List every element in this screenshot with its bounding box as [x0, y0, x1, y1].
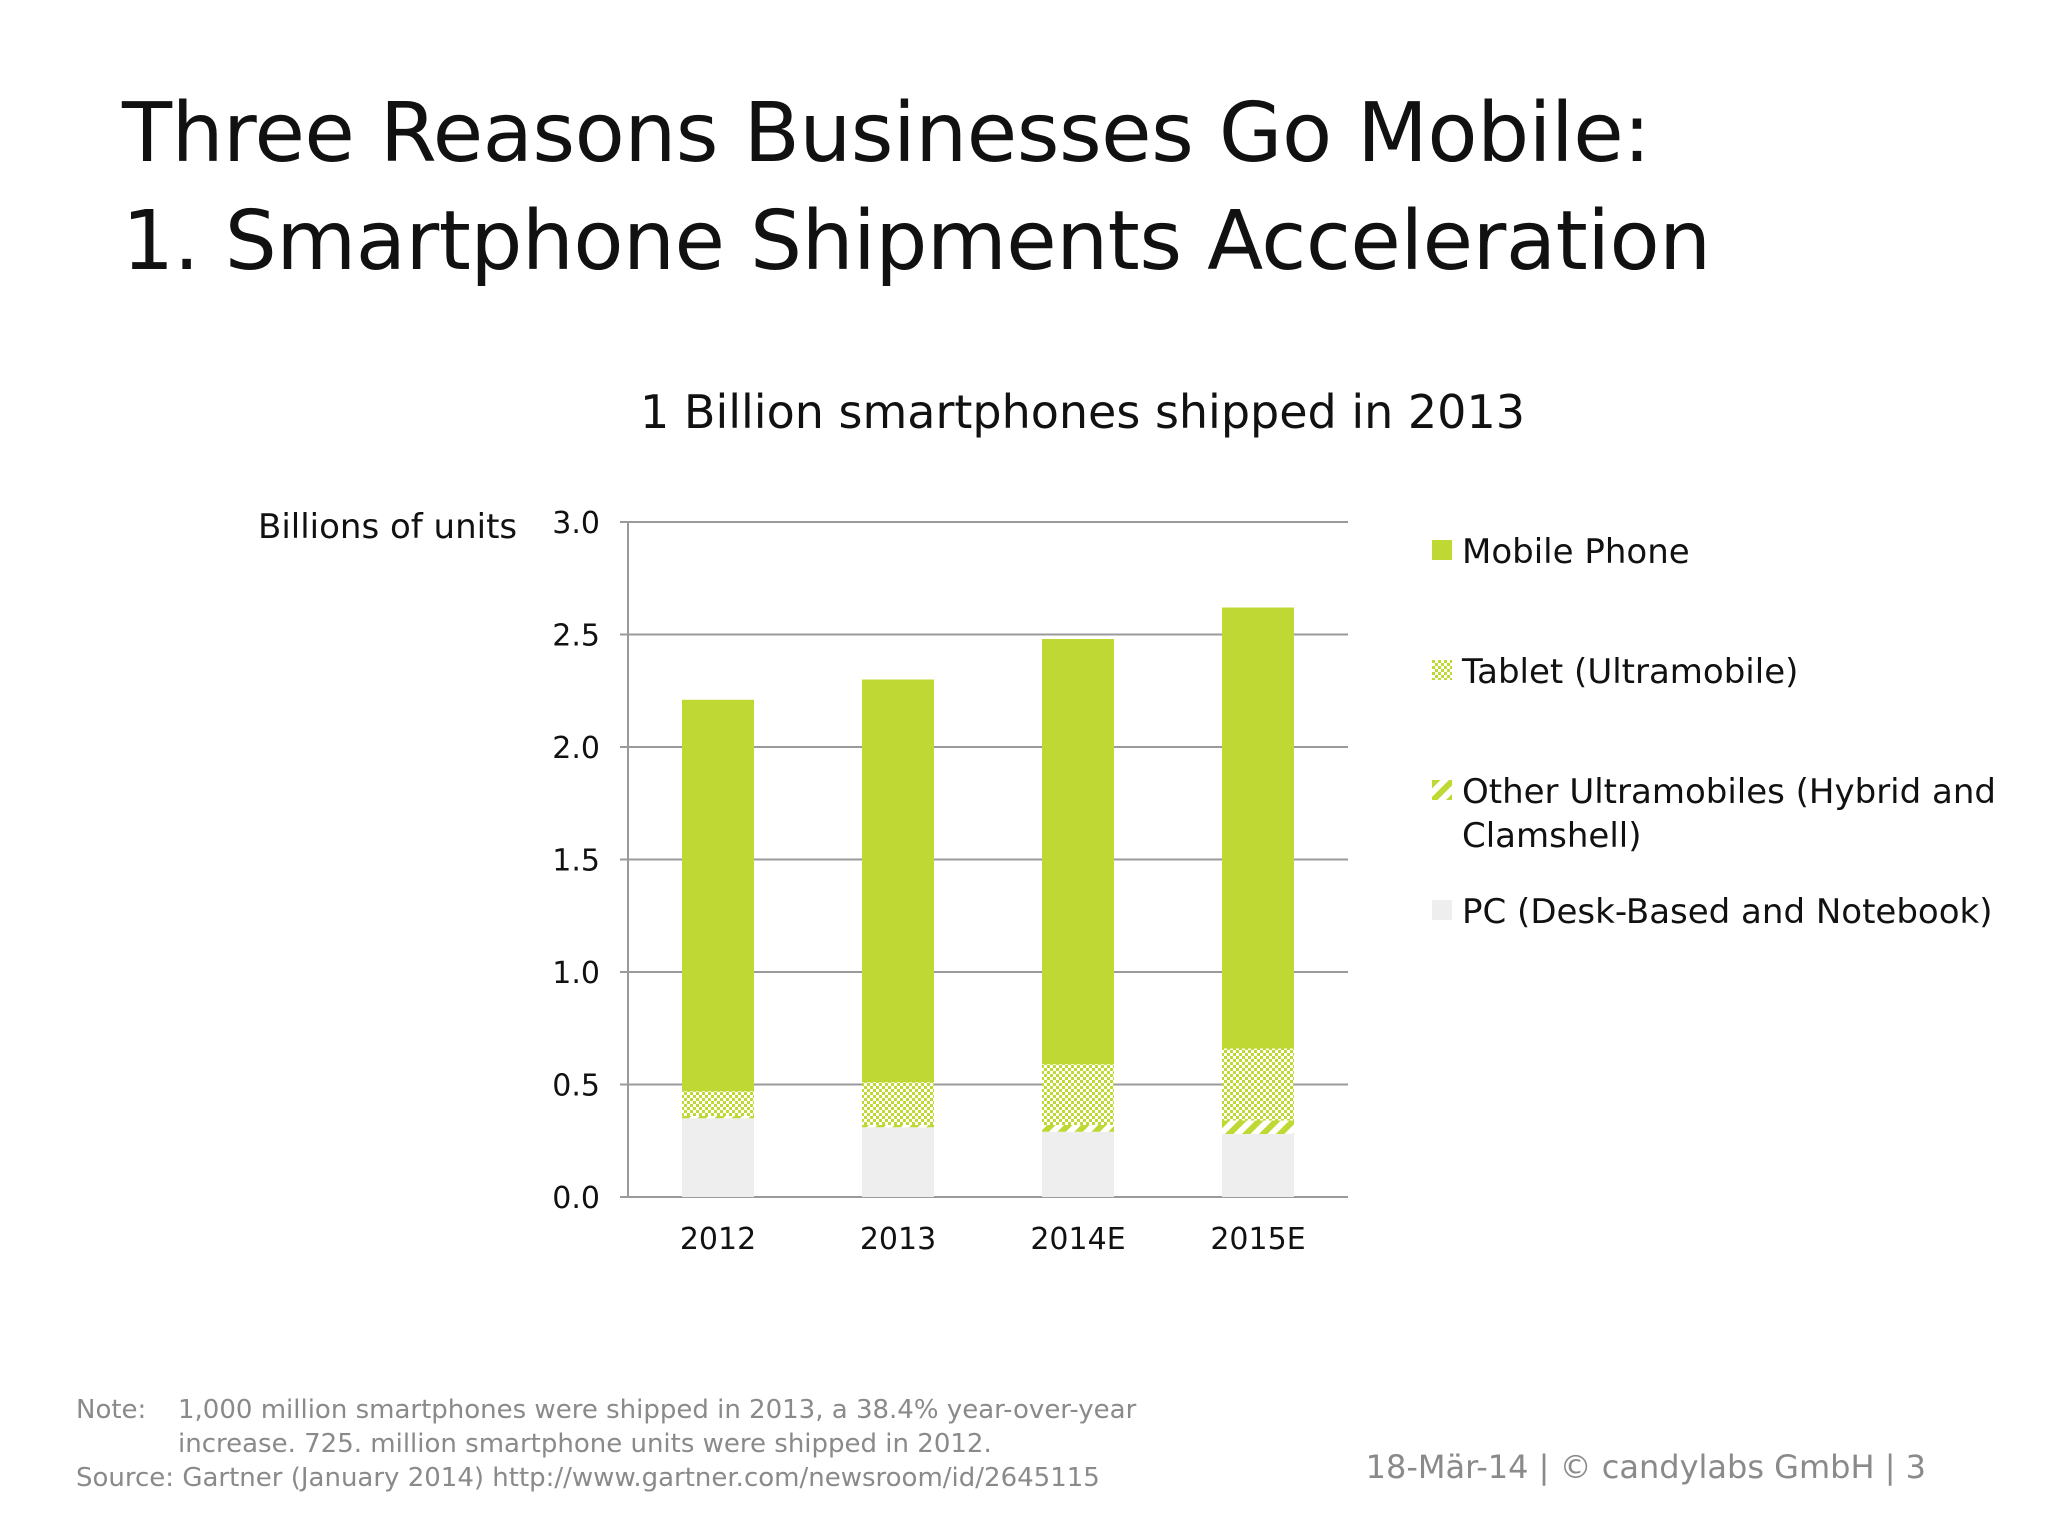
note-line-2: increase. 725. million smartphone units …: [178, 1429, 992, 1459]
x-tick-label: 2014E: [1030, 1222, 1125, 1257]
slide-title: Three Reasons Businesses Go Mobile: 1. S…: [122, 80, 1711, 296]
brand-logo: [1806, 0, 2048, 242]
title-line-2: 1. Smartphone Shipments Acceleration: [122, 194, 1711, 289]
bar-segment: [1222, 1134, 1294, 1197]
bar-segment: [682, 1091, 754, 1116]
legend-swatch: [1432, 780, 1452, 800]
y-tick-label: 2.0: [552, 731, 600, 766]
footer-text: 18-Mär-14 | © candylabs GmbH | 3: [1365, 1448, 1926, 1486]
x-tick-label: 2013: [860, 1222, 936, 1257]
bar-segment: [1222, 1120, 1294, 1134]
bar-segment: [1042, 639, 1114, 1065]
y-tick-label: 0.5: [552, 1069, 600, 1104]
bar-segment: [862, 679, 934, 1083]
axis-ticks: 0.0 0.5 1.0 1.5 2.0 2.5 3.0 2012 2013 2014E 2015E: [552, 506, 1305, 1257]
bar-segment: [862, 1082, 934, 1125]
y-tick-label: 0.0: [552, 1181, 600, 1216]
bars: [682, 607, 1294, 1197]
y-tick-label: 2.5: [552, 619, 600, 654]
legend-swatch: [1432, 660, 1452, 680]
footnote: Note: 1,000 million smartphones were shi…: [76, 1393, 1136, 1495]
x-tick-label: 2012: [680, 1222, 756, 1257]
bar-segment: [862, 1127, 934, 1197]
legend-swatch: [1432, 540, 1452, 560]
title-line-1: Three Reasons Businesses Go Mobile:: [122, 86, 1651, 181]
y-axis-label: Billions of units: [258, 507, 518, 547]
bar-segment: [1222, 607, 1294, 1049]
source-text: Source: Gartner (January 2014) http://ww…: [76, 1463, 1100, 1493]
note-label: Note:: [76, 1395, 147, 1425]
bar-segment: [1042, 1064, 1114, 1125]
bar-segment: [682, 1116, 754, 1119]
legend-label: Tablet (Ultramobile): [1462, 652, 1799, 692]
x-tick-label: 2015E: [1210, 1222, 1305, 1257]
bar-segment: [1042, 1131, 1114, 1197]
bar-segment: [682, 1118, 754, 1197]
chart-subtitle: 1 Billion smartphones shipped in 2013: [640, 385, 1525, 439]
legend-label: PC (Desk-Based and Notebook): [1462, 892, 1993, 932]
y-tick-label: 1.0: [552, 956, 600, 991]
legend-label: Other Ultramobiles (Hybrid and Clamshell…: [1462, 772, 1996, 856]
legend-label: Mobile Phone: [1462, 532, 1690, 572]
y-tick-label: 3.0: [552, 506, 600, 541]
note-line-1: 1,000 million smartphones were shipped i…: [178, 1395, 1137, 1425]
bar-segment: [862, 1125, 934, 1128]
bar-segment: [682, 699, 754, 1092]
bar-segment: [1222, 1048, 1294, 1121]
y-tick-label: 1.5: [552, 844, 600, 879]
power-icon: [1876, 70, 1978, 172]
bar-segment: [1042, 1125, 1114, 1132]
legend-swatch: [1432, 900, 1452, 920]
